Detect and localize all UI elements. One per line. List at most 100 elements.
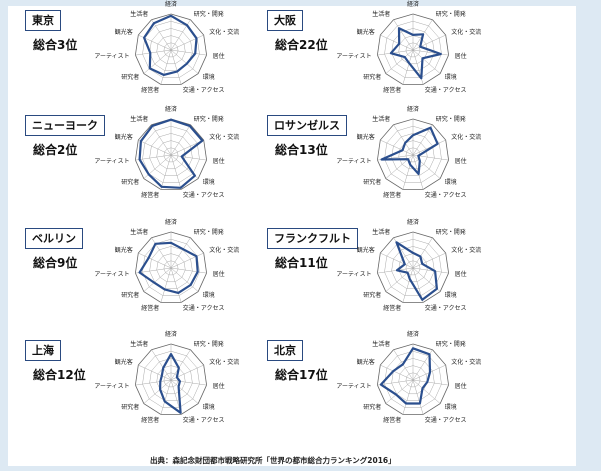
axis-label: 研究・開発: [435, 341, 466, 349]
axis-label: 文化・交流: [209, 29, 240, 37]
axis-label: 文化・交流: [209, 247, 240, 255]
axis-label: 生活者: [372, 229, 391, 237]
city-name: ロサンゼルス: [267, 115, 347, 136]
axis-label: 経営者: [141, 416, 160, 424]
axis-label: 交通・アクセス: [424, 86, 467, 94]
axis-label: 研究・開発: [193, 229, 224, 237]
overall-rank: 総合2位: [33, 143, 78, 157]
axis-label: 経営者: [383, 416, 402, 424]
axis-label: 居住: [212, 52, 225, 60]
axis-label: 居住: [212, 382, 225, 390]
axis-label: 環境: [444, 179, 457, 186]
axis-label: 文化・交流: [451, 247, 482, 255]
axis-label: 観光客: [356, 359, 375, 367]
axis-label: 研究者: [121, 404, 140, 411]
axis-label: アーティスト: [94, 270, 130, 278]
axis-label: 交通・アクセス: [424, 304, 467, 312]
axis-label: 経済: [407, 331, 420, 338]
axis-label: 研究・開発: [435, 116, 466, 124]
axis-label: 交通・アクセス: [424, 191, 467, 199]
axis-label: 交通・アクセス: [182, 191, 225, 199]
axis-label: アーティスト: [336, 157, 372, 165]
city-name: フランクフルト: [267, 228, 358, 249]
axis-label: 経済: [407, 1, 420, 8]
axis-label: 居住: [212, 157, 225, 165]
overall-rank: 総合17位: [275, 368, 328, 382]
city-name: ベルリン: [25, 228, 83, 249]
axis-label: 観光客: [356, 134, 375, 142]
axis-label: 生活者: [372, 341, 391, 349]
axis-label: 研究者: [363, 404, 382, 411]
axis-label: 観光客: [356, 247, 375, 255]
city-name: 上海: [25, 340, 61, 361]
axis-label: 経済: [165, 331, 178, 338]
axis-label: 環境: [202, 292, 215, 299]
axis-label: 研究・開発: [435, 229, 466, 237]
axis-label: 経営者: [141, 304, 160, 312]
axis-label: 環境: [444, 74, 457, 81]
axis-label: 経営者: [141, 191, 160, 199]
axis-label: 研究・開発: [193, 341, 224, 349]
axis-label: 経営者: [383, 304, 402, 312]
axis-label: 観光客: [114, 29, 133, 37]
axis-label: 生活者: [130, 116, 149, 124]
overall-rank: 総合9位: [33, 256, 78, 270]
axis-label: 交通・アクセス: [182, 86, 225, 94]
axis-label: 研究・開発: [435, 11, 466, 19]
city-name: ニューヨーク: [25, 115, 105, 136]
axis-label: アーティスト: [94, 52, 130, 60]
axis-label: 経済: [165, 1, 178, 8]
axis-label: 経済: [165, 106, 178, 113]
overall-rank: 総合12位: [33, 368, 86, 382]
axis-label: アーティスト: [336, 270, 372, 278]
axis-label: アーティスト: [94, 382, 130, 390]
axis-label: 環境: [202, 74, 215, 81]
city-name: 北京: [267, 340, 303, 361]
axis-label: 研究者: [121, 292, 140, 299]
axis-label: 観光客: [114, 247, 133, 255]
axis-label: 環境: [202, 404, 215, 411]
axis-label: 経済: [407, 106, 420, 113]
axis-label: 研究・開発: [193, 11, 224, 19]
axis-label: アーティスト: [336, 52, 372, 60]
axis-label: 観光客: [356, 29, 375, 37]
axis-label: 研究者: [121, 179, 140, 186]
axis-label: アーティスト: [336, 382, 372, 390]
axis-label: 文化・交流: [451, 29, 482, 37]
axis-label: 生活者: [130, 11, 149, 19]
axis-label: 観光客: [114, 134, 133, 142]
axis-label: 研究者: [363, 179, 382, 186]
axis-label: 居住: [212, 270, 225, 278]
city-name: 大阪: [267, 10, 303, 31]
overall-rank: 総合11位: [275, 256, 328, 270]
axis-label: 経営者: [383, 191, 402, 199]
axis-label: 環境: [202, 179, 215, 186]
axis-label: 生活者: [130, 341, 149, 349]
axis-label: 経済: [407, 219, 420, 226]
axis-label: 経営者: [141, 86, 160, 94]
axis-label: 文化・交流: [209, 359, 240, 367]
axis-label: 生活者: [372, 116, 391, 124]
axis-label: 観光客: [114, 359, 133, 367]
axis-label: 交通・アクセス: [182, 304, 225, 312]
axis-label: 生活者: [372, 11, 391, 19]
axis-label: 居住: [454, 157, 467, 165]
axis-label: 文化・交流: [209, 134, 240, 142]
overall-rank: 総合3位: [33, 38, 78, 52]
axis-label: 文化・交流: [451, 359, 482, 367]
axis-label: 居住: [454, 52, 467, 60]
axis-label: 経済: [165, 219, 178, 226]
axis-label: 経営者: [383, 86, 402, 94]
axis-label: 研究者: [363, 74, 382, 81]
source-caption: 出典：森記念財団都市戦略研究所「世界の都市総合力ランキング2016」: [150, 456, 396, 465]
axis-label: 居住: [454, 382, 467, 390]
city-name: 東京: [25, 10, 61, 31]
axis-label: 環境: [444, 404, 457, 411]
axis-label: 交通・アクセス: [182, 416, 225, 424]
axis-label: 研究者: [121, 74, 140, 81]
overall-rank: 総合22位: [275, 38, 328, 52]
axis-label: アーティスト: [94, 157, 130, 165]
axis-label: 研究者: [363, 292, 382, 299]
axis-label: 文化・交流: [451, 134, 482, 142]
axis-label: 居住: [454, 270, 467, 278]
